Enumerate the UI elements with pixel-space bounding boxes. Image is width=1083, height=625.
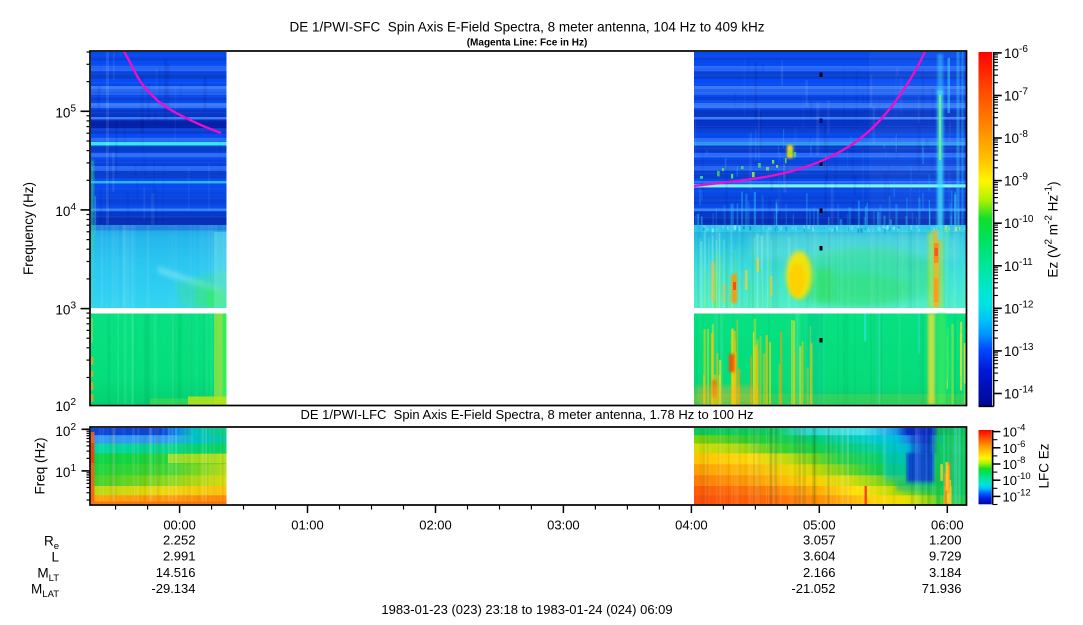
svg-text:3.057: 3.057 <box>803 533 836 548</box>
svg-text:Ez (V2 m-2 Hz-1): Ez (V2 m-2 Hz-1) <box>1044 181 1061 277</box>
svg-text:01:00: 01:00 <box>291 518 324 533</box>
svg-text:03:00: 03:00 <box>547 518 580 533</box>
svg-text:3.604: 3.604 <box>803 549 836 564</box>
svg-text:DE 1/PWI-SFC Spin Axis E-Fiel: DE 1/PWI-SFC Spin Axis E-Field Spectra, … <box>290 20 765 35</box>
svg-text:02:00: 02:00 <box>419 518 452 533</box>
svg-text:3.184: 3.184 <box>929 565 962 580</box>
svg-text:(Magenta Line: Fce in Hz): (Magenta Line: Fce in Hz) <box>467 38 588 49</box>
svg-text:DE 1/PWI-LFC Spin Axis E-Fiel: DE 1/PWI-LFC Spin Axis E-Field Spectra, … <box>300 407 753 422</box>
svg-text:05:00: 05:00 <box>803 518 836 533</box>
svg-text:9.729: 9.729 <box>929 549 962 564</box>
svg-text:L: L <box>51 550 59 565</box>
svg-text:06:00: 06:00 <box>931 518 964 533</box>
svg-text:1983-01-23 (023) 23:18 to 1983: 1983-01-23 (023) 23:18 to 1983-01-24 (02… <box>381 602 672 617</box>
svg-text:2.991: 2.991 <box>163 549 196 564</box>
svg-text:2.252: 2.252 <box>163 533 196 548</box>
svg-text:04:00: 04:00 <box>675 518 708 533</box>
svg-text:Frequency (Hz): Frequency (Hz) <box>21 182 36 275</box>
svg-text:-29.134: -29.134 <box>151 581 195 596</box>
svg-text:00:00: 00:00 <box>163 518 196 533</box>
svg-text:2.166: 2.166 <box>803 565 836 580</box>
svg-text:LFC Ez: LFC Ez <box>1037 443 1052 488</box>
svg-text:Freq (Hz): Freq (Hz) <box>33 438 48 495</box>
svg-text:-21.052: -21.052 <box>791 581 835 596</box>
svg-text:1.200: 1.200 <box>929 533 962 548</box>
svg-text:14.516: 14.516 <box>156 565 196 580</box>
svg-text:71.936: 71.936 <box>922 581 962 596</box>
